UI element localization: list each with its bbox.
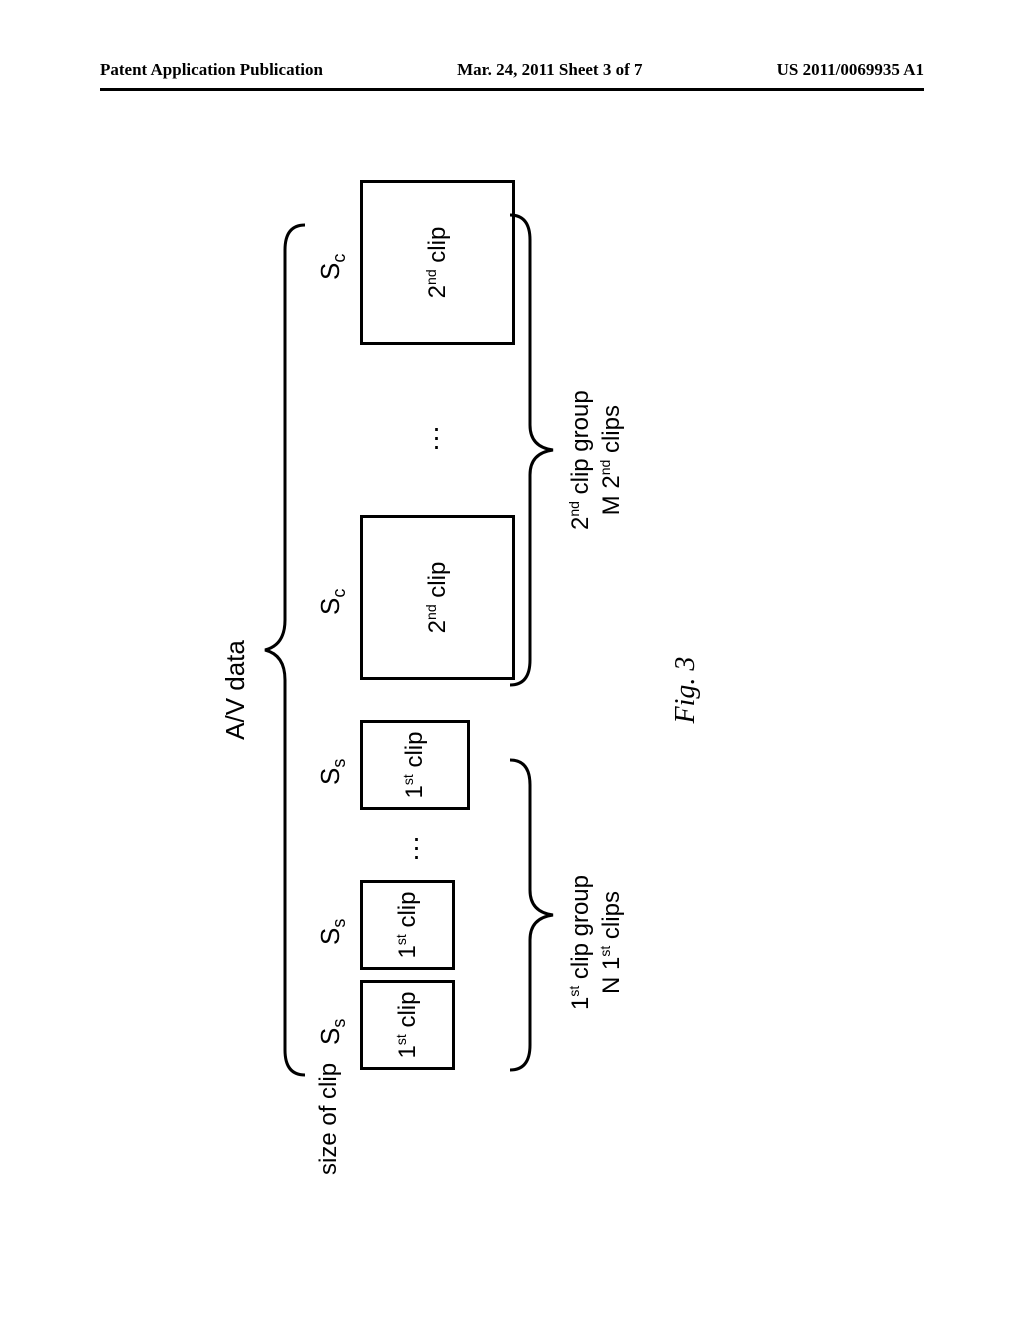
size-symbol-sc-2: Sc: [315, 254, 350, 280]
size-symbol-ss-1: Ss: [315, 1019, 350, 1045]
page-header: Patent Application Publication Mar. 24, …: [0, 60, 1024, 80]
header-left: Patent Application Publication: [100, 60, 323, 80]
header-underline: [100, 88, 924, 91]
size-symbol-ss-3: Ss: [315, 759, 350, 785]
av-data-label: A/V data: [220, 640, 251, 740]
second-clip-box-1: 2nd clip: [360, 515, 515, 680]
header-right: US 2011/0069935 A1: [777, 60, 924, 80]
first-clip-box-2: 1st clip: [360, 880, 455, 970]
ellipsis-first-group: ⋮: [404, 833, 428, 864]
second-group-brace: [505, 210, 560, 690]
first-clip-box-1: 1st clip: [360, 980, 455, 1070]
ellipsis-second-group: ⋮: [424, 423, 448, 454]
clips-row: size of clip Ss Ss Ss 1st clip 1st clip …: [315, 175, 495, 1175]
rotated-diagram-content: A/V data size of clip Ss Ss Ss 1st cl: [180, 160, 830, 1220]
second-clip-box-2: 2nd clip: [360, 180, 515, 345]
size-symbol-ss-2: Ss: [315, 919, 350, 945]
first-clip-box-3: 1st clip: [360, 720, 470, 810]
top-curly-brace: [260, 220, 310, 1080]
first-group-label: 1st clip group N 1st clips: [565, 875, 627, 1010]
first-group-brace: [505, 755, 560, 1075]
size-of-clip-label: size of clip: [315, 1063, 343, 1175]
second-group-label: 2nd clip group M 2nd clips: [565, 390, 627, 530]
size-symbol-sc-1: Sc: [315, 589, 350, 615]
header-center: Mar. 24, 2011 Sheet 3 of 7: [457, 60, 642, 80]
figure-caption: Fig. 3: [670, 657, 702, 724]
figure-diagram: A/V data size of clip Ss Ss Ss 1st cl: [180, 160, 830, 1220]
